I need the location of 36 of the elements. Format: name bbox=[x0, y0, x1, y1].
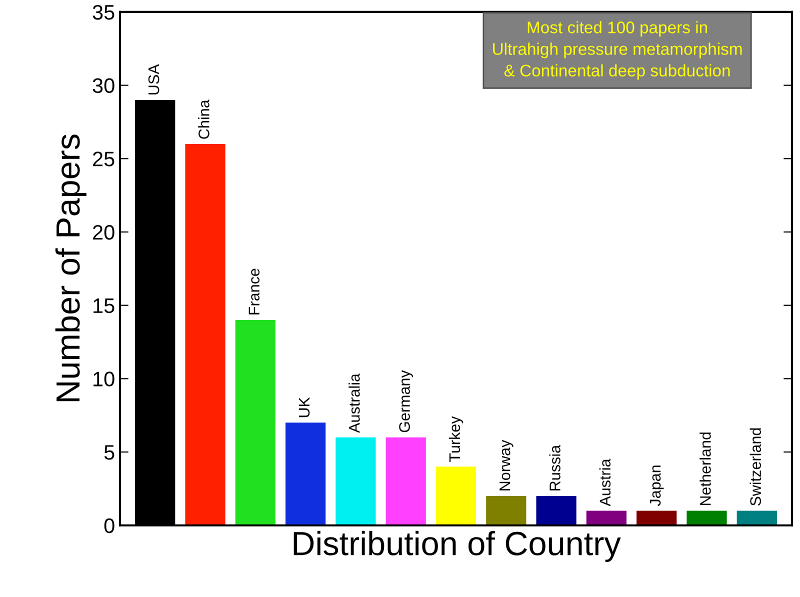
x-tick-label: Germany bbox=[399, 370, 413, 432]
x-tick-label: Norway bbox=[500, 440, 514, 490]
y-axis-title: Number of Papers bbox=[55, 134, 86, 402]
y-tick-label: 10 bbox=[94, 372, 114, 386]
bar bbox=[235, 320, 276, 526]
bar bbox=[636, 510, 677, 526]
y-tick-label: 30 bbox=[92, 78, 114, 94]
bar bbox=[736, 510, 777, 526]
y-tick-label: 5 bbox=[104, 445, 114, 460]
x-tick-label: Russia bbox=[549, 444, 560, 490]
x-tick-label: Switzerland bbox=[750, 428, 761, 506]
bar bbox=[586, 510, 627, 526]
bar bbox=[336, 437, 376, 526]
y-tick-label: 20 bbox=[93, 224, 114, 240]
x-tick-label: China bbox=[198, 100, 210, 139]
x-tick-label: Japan bbox=[650, 466, 664, 506]
bar bbox=[486, 496, 526, 526]
x-tick-label: Netherland bbox=[700, 432, 711, 506]
x-axis-title: Distribution of Country bbox=[294, 530, 621, 562]
x-tick-label: UK bbox=[298, 397, 310, 418]
x-tick-label: Australia bbox=[348, 374, 360, 433]
bar bbox=[436, 466, 476, 526]
bar bbox=[686, 510, 727, 526]
y-tick-label: 25 bbox=[93, 152, 114, 166]
y-tick-label: 0 bbox=[104, 518, 114, 534]
bar bbox=[185, 144, 226, 526]
bar bbox=[386, 437, 426, 526]
y-tick-label: 15 bbox=[94, 298, 114, 314]
annotation: Most cited 100 papers in Ultrahigh pressure metamorphism & Continental deep subduction bbox=[493, 21, 742, 80]
x-tick-label: USA bbox=[148, 64, 160, 94]
x-tick-label: Turkey bbox=[448, 416, 464, 462]
x-tick-label: France bbox=[248, 268, 260, 314]
x-tick-label: Austria bbox=[599, 458, 611, 506]
bar bbox=[536, 496, 576, 526]
bar bbox=[285, 422, 326, 526]
y-tick-label: 35 bbox=[92, 4, 114, 20]
